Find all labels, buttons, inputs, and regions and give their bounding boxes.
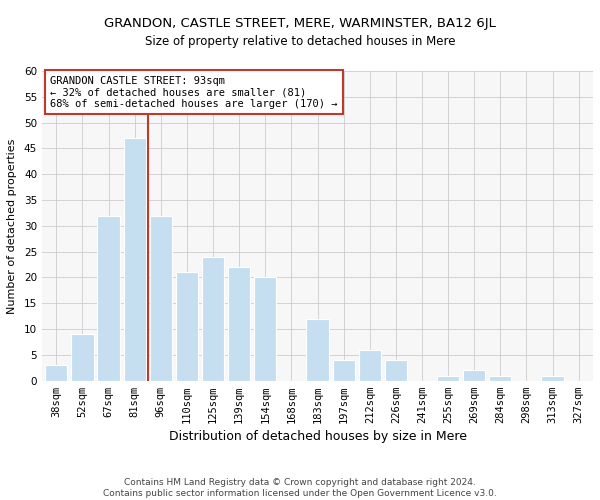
Bar (541, 376, 563, 381)
Bar (97, 216, 119, 381)
Text: Contains HM Land Registry data © Crown copyright and database right 2024.
Contai: Contains HM Land Registry data © Crown c… (103, 478, 497, 498)
Text: GRANDON CASTLE STREET: 93sqm
← 32% of detached houses are smaller (81)
68% of se: GRANDON CASTLE STREET: 93sqm ← 32% of de… (50, 76, 338, 109)
Bar (489, 376, 511, 381)
Text: Size of property relative to detached houses in Mere: Size of property relative to detached ho… (145, 35, 455, 48)
Text: GRANDON, CASTLE STREET, MERE, WARMINSTER, BA12 6JL: GRANDON, CASTLE STREET, MERE, WARMINSTER… (104, 18, 496, 30)
Bar (332, 360, 355, 381)
Y-axis label: Number of detached properties: Number of detached properties (7, 138, 17, 314)
X-axis label: Distribution of detached houses by size in Mere: Distribution of detached houses by size … (169, 430, 467, 443)
Bar (254, 278, 277, 381)
Bar (228, 267, 250, 381)
Bar (71, 334, 94, 381)
Bar (45, 366, 67, 381)
Bar (385, 360, 407, 381)
Bar (463, 370, 485, 381)
Bar (359, 350, 381, 381)
Bar (437, 376, 459, 381)
Bar (307, 319, 329, 381)
Bar (150, 216, 172, 381)
Bar (176, 272, 198, 381)
Bar (202, 257, 224, 381)
Bar (124, 138, 146, 381)
